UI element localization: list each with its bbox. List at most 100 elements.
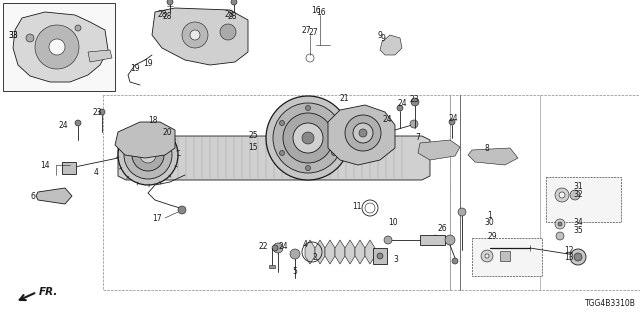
Polygon shape [328, 105, 395, 165]
Polygon shape [152, 8, 248, 65]
Text: 21: 21 [339, 93, 349, 102]
Circle shape [280, 150, 285, 156]
Text: 24: 24 [448, 114, 458, 123]
Circle shape [556, 232, 564, 240]
Polygon shape [315, 240, 325, 264]
Text: 34: 34 [573, 218, 583, 227]
Circle shape [290, 249, 300, 259]
Polygon shape [380, 35, 402, 55]
Circle shape [485, 254, 489, 258]
Bar [472, 238, 542, 276]
Circle shape [305, 165, 310, 171]
Text: 4: 4 [93, 167, 98, 177]
Text: 24: 24 [397, 99, 406, 108]
Circle shape [345, 115, 381, 151]
Circle shape [445, 235, 455, 245]
Circle shape [332, 121, 337, 125]
Circle shape [75, 25, 81, 31]
Bar [3, 3, 115, 91]
Text: 27: 27 [301, 26, 311, 35]
Text: 27: 27 [308, 28, 317, 36]
Text: 31: 31 [573, 181, 582, 190]
Text: 19: 19 [131, 63, 140, 73]
Text: FR.: FR. [39, 287, 58, 297]
Circle shape [280, 121, 285, 125]
Text: 26: 26 [437, 223, 447, 233]
Circle shape [332, 150, 337, 156]
Text: 16: 16 [316, 7, 326, 17]
Text: 17: 17 [152, 213, 162, 222]
Circle shape [132, 139, 164, 171]
Text: 23: 23 [92, 108, 102, 116]
Circle shape [574, 253, 582, 261]
Circle shape [555, 219, 565, 229]
Circle shape [266, 96, 350, 180]
Polygon shape [325, 240, 335, 264]
Circle shape [559, 192, 565, 198]
Text: 9: 9 [380, 34, 385, 43]
Circle shape [458, 208, 466, 216]
Circle shape [231, 0, 237, 5]
Polygon shape [345, 240, 355, 264]
Circle shape [26, 34, 34, 42]
Circle shape [481, 250, 493, 262]
Text: 11: 11 [353, 202, 362, 211]
Circle shape [384, 236, 392, 244]
Circle shape [140, 147, 156, 163]
Text: 14: 14 [40, 161, 50, 170]
Polygon shape [335, 240, 345, 264]
Circle shape [411, 98, 419, 106]
Polygon shape [13, 12, 108, 82]
Circle shape [293, 123, 323, 153]
Circle shape [452, 258, 458, 264]
Text: 20: 20 [163, 127, 172, 137]
Circle shape [555, 188, 569, 202]
Text: 28: 28 [157, 10, 167, 19]
Circle shape [178, 206, 186, 214]
Text: 18: 18 [148, 116, 158, 124]
Circle shape [558, 222, 562, 226]
Text: 24: 24 [278, 242, 287, 251]
Text: 5: 5 [292, 268, 297, 276]
Circle shape [182, 22, 208, 48]
Circle shape [220, 24, 236, 40]
Text: 33: 33 [8, 30, 18, 39]
Polygon shape [115, 122, 175, 158]
Circle shape [273, 103, 343, 173]
Text: 28: 28 [224, 10, 234, 19]
Circle shape [283, 113, 333, 163]
Text: 23: 23 [409, 94, 419, 103]
Bar [373, 248, 387, 264]
Circle shape [49, 39, 65, 55]
Circle shape [359, 129, 367, 137]
Circle shape [167, 0, 173, 5]
Bar [62, 162, 76, 174]
Circle shape [570, 190, 580, 200]
Text: 8: 8 [484, 143, 489, 153]
Circle shape [75, 120, 81, 126]
Text: 28: 28 [227, 12, 237, 20]
Text: 13: 13 [564, 253, 573, 262]
Text: 10: 10 [388, 218, 397, 227]
Circle shape [99, 109, 105, 115]
Text: 22: 22 [259, 242, 268, 251]
Text: TGG4B3310B: TGG4B3310B [585, 299, 636, 308]
Bar [500, 251, 510, 261]
Text: 32: 32 [573, 189, 582, 198]
Circle shape [449, 119, 455, 125]
Polygon shape [355, 240, 365, 264]
Text: 30: 30 [484, 218, 493, 227]
Bar [546, 177, 621, 222]
Polygon shape [36, 188, 72, 204]
Circle shape [35, 25, 79, 69]
Text: 33: 33 [8, 30, 18, 39]
Polygon shape [118, 136, 430, 180]
Polygon shape [88, 50, 112, 62]
Circle shape [190, 30, 200, 40]
Text: 15: 15 [248, 142, 258, 151]
Circle shape [377, 253, 383, 259]
Text: 16: 16 [311, 5, 321, 14]
Circle shape [273, 243, 283, 253]
Text: 25: 25 [248, 131, 258, 140]
Circle shape [124, 131, 172, 179]
